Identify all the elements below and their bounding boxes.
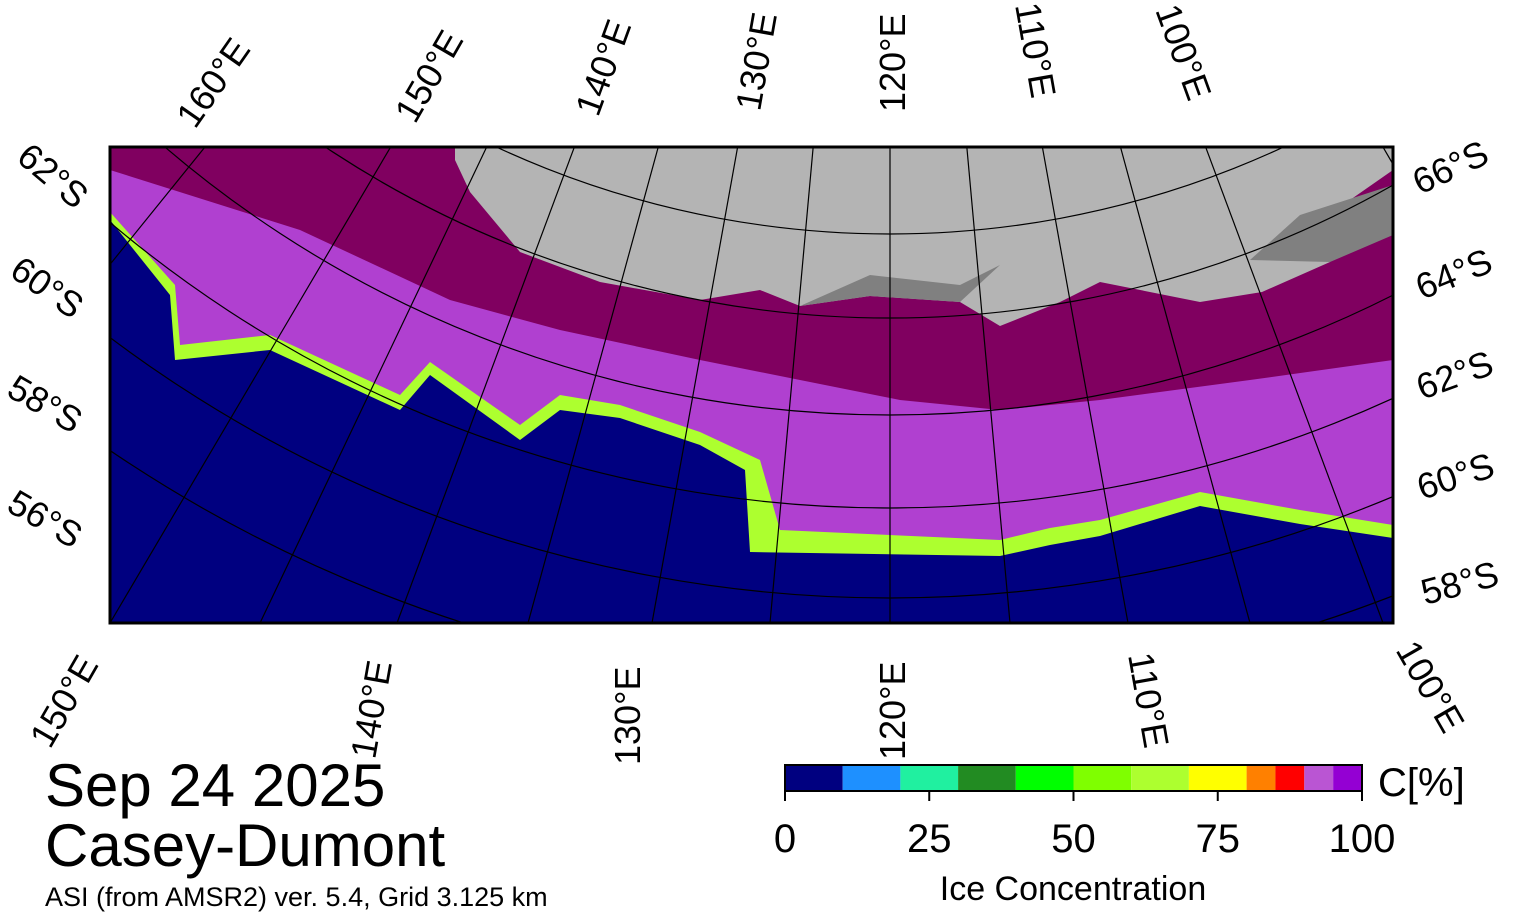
- lon-label: 100°E: [1388, 634, 1473, 740]
- lon-label: 140°E: [567, 14, 639, 121]
- lat-label: 64°S: [1410, 240, 1498, 307]
- graticule: [110, 147, 1393, 623]
- lat-label: 56°S: [1, 481, 89, 556]
- colorbar-segment: [1131, 765, 1189, 791]
- colorbar-segment: [1246, 765, 1276, 791]
- colorbar-segment: [1015, 765, 1074, 791]
- lon-label: 110°E: [1120, 649, 1177, 750]
- colorbar-unit: C[%]: [1378, 761, 1465, 805]
- lon-label: 120°E: [872, 662, 913, 760]
- lon-label: 120°E: [872, 14, 913, 112]
- colorbar-segment: [958, 765, 1016, 791]
- date-title: Sep 24 2025: [45, 752, 385, 819]
- land: [455, 147, 1393, 326]
- lat-label: 62°S: [10, 135, 96, 217]
- colorbar-segment: [1188, 765, 1247, 791]
- lon-label: 130°E: [607, 667, 648, 765]
- lat-label: 62°S: [1411, 342, 1499, 407]
- bottom-labels: 150°E 140°E 130°E 120°E 110°E 100°E: [21, 634, 1472, 766]
- lon-label: 160°E: [168, 30, 258, 134]
- colorbar-segment: [1073, 765, 1132, 791]
- map: [110, 147, 1393, 623]
- lon-label: 150°E: [386, 23, 471, 129]
- lon-label: 110°E: [1007, 0, 1064, 101]
- lon-label: 130°E: [728, 9, 785, 113]
- colorbar-tick-label: 50: [1051, 817, 1096, 861]
- colorbar-tick-label: 0: [774, 817, 796, 861]
- lat-label: 58°S: [1, 366, 89, 441]
- lat-label: 60°S: [3, 248, 91, 327]
- colorbar-label: Ice Concentration: [940, 870, 1207, 908]
- colorbar-segment: [785, 765, 843, 791]
- map-frame: [108, 145, 1395, 625]
- colorbar-segment: [1275, 765, 1305, 791]
- lon-label: 140°E: [343, 657, 400, 761]
- colorbar-tick-label: 25: [907, 817, 952, 861]
- colorbar-tick-label: 100: [1329, 817, 1396, 861]
- colorbar-segment: [1333, 765, 1362, 791]
- colorbar: 0 25 50 75 100: [774, 764, 1396, 861]
- region-title: Casey-Dumont: [45, 812, 445, 879]
- top-labels: 160°E 150°E 140°E 130°E 120°E 110°E 100°…: [168, 0, 1220, 135]
- colorbar-segment: [842, 765, 901, 791]
- colorbar-segment: [1304, 765, 1334, 791]
- ice-shelf: [800, 185, 1393, 306]
- lon-label: 150°E: [21, 648, 106, 754]
- left-labels: 62°S 60°S 58°S 56°S: [1, 135, 96, 556]
- colorbar-tick-label: 75: [1196, 817, 1241, 861]
- lat-label: 66°S: [1406, 132, 1494, 202]
- lon-label: 100°E: [1147, 0, 1219, 105]
- right-labels: 66°S 64°S 62°S 60°S 58°S: [1406, 132, 1503, 613]
- lat-label: 58°S: [1416, 553, 1502, 613]
- lat-label: 60°S: [1412, 444, 1499, 507]
- colorbar-segment: [900, 765, 959, 791]
- source-note: ASI (from AMSR2) ver. 5.4, Grid 3.125 km: [45, 882, 548, 912]
